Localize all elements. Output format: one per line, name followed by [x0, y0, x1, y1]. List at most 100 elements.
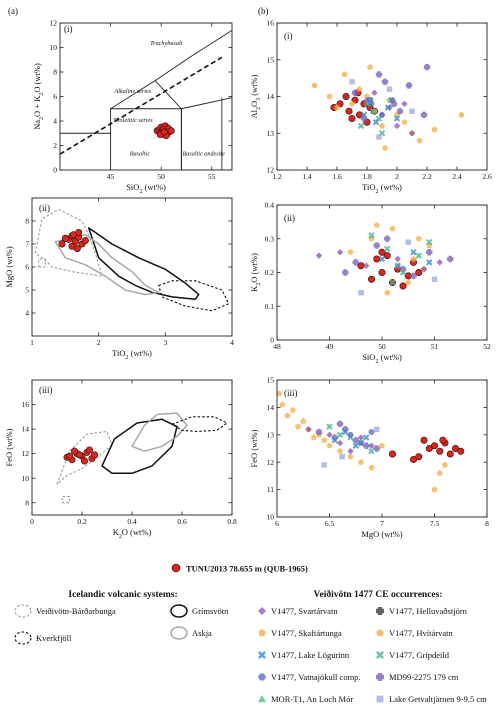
- data-point: [399, 282, 407, 290]
- x-tick-label: 1.6: [332, 172, 342, 181]
- figure-label-a: (a): [8, 6, 18, 16]
- data-point: [357, 434, 365, 441]
- plot-area: [34, 208, 230, 312]
- chart-a-iii: 0 0.2 0.4 0.6 0.8 8 10 12 14 16 K2O (wt%) FeO (wt%)…: [4, 379, 237, 540]
- field-askja-3: [131, 412, 188, 452]
- data-point: [396, 108, 404, 115]
- data-point: [363, 434, 370, 441]
- occurrence-label: V1477, Helluvaðstjörn: [389, 606, 468, 616]
- label-part: (wt%): [378, 352, 402, 362]
- data-point: [315, 252, 323, 259]
- x-axis-label: SiO2 (wt%): [362, 352, 402, 365]
- panel-label: (iii): [284, 388, 298, 398]
- y-tick-label: 4: [53, 117, 57, 126]
- label-part: 2: [139, 189, 142, 195]
- data-point: [326, 423, 333, 430]
- label-part: (wt%): [249, 74, 259, 98]
- data-point: [336, 439, 344, 447]
- x-tick-label: 6.5: [325, 519, 335, 528]
- x-tick-label: 1: [30, 338, 34, 347]
- occurrence-label: MOR-T1, An Loch Mór: [271, 694, 353, 704]
- data-point: [58, 240, 66, 248]
- y-axis-label: Na2O + K2O (wt%): [32, 63, 45, 130]
- system-label: Kverkfjöll: [36, 633, 72, 643]
- data-point: [415, 235, 422, 242]
- data-point: [372, 119, 380, 126]
- plot-frame: [59, 22, 233, 171]
- data-point: [336, 249, 344, 256]
- x-axis-label: TiO2 (wt%): [112, 348, 152, 361]
- data-point: [73, 245, 81, 253]
- data-point: [69, 231, 77, 239]
- data-point: [409, 108, 415, 114]
- data-point: [284, 412, 291, 419]
- data-point: [342, 93, 350, 101]
- panel-label: (ii): [284, 213, 295, 223]
- data-point: [399, 269, 407, 276]
- y-tick-label: 10: [50, 43, 58, 52]
- data-point: [352, 259, 359, 266]
- occurrence-marker: [258, 651, 266, 659]
- series-tunu2013-78-655-m-qub-1965-: [153, 122, 175, 140]
- data-point: [66, 452, 74, 460]
- x-tick-label: 4: [230, 338, 234, 347]
- data-point: [416, 137, 423, 144]
- field-vei-iv-tn-b-r-arbunga-1: [38, 258, 46, 268]
- plot-area: [56, 412, 228, 504]
- data-point: [389, 279, 396, 286]
- data-point: [415, 268, 423, 276]
- occurrence-label: V1477, Vatnajökull comp.: [271, 672, 361, 682]
- panel-label: (i): [284, 31, 293, 41]
- field-vei-iv-tn-b-r-arbunga-0: [56, 430, 113, 485]
- y-tick-label: 0: [53, 166, 57, 175]
- chart-b-iii: 6 6.5 7 7.5 8 10 11 12 13 14 15 MgO (wt%) FeO (wt%) (…: [249, 376, 489, 539]
- data-point: [383, 252, 391, 260]
- label-part: 2: [256, 107, 262, 110]
- data-point: [368, 429, 375, 435]
- y-tick-label: 0.3: [265, 234, 275, 243]
- y-tick-label: 6: [25, 263, 29, 272]
- series-v1477-svart-rvatn: [305, 426, 375, 455]
- x-tick-label: 51: [431, 342, 439, 351]
- data-point: [81, 237, 89, 245]
- data-point: [447, 255, 454, 263]
- data-point: [349, 100, 355, 107]
- data-point: [295, 423, 301, 430]
- data-point: [91, 451, 99, 459]
- tas-field-label-3: Basaltic: [130, 150, 151, 157]
- x-tick-label: 52: [483, 342, 491, 351]
- data-point: [347, 432, 354, 438]
- label-part: 3: [256, 98, 262, 101]
- plot-area: [311, 63, 465, 151]
- data-point: [431, 126, 438, 133]
- data-point: [305, 426, 312, 433]
- data-point: [357, 122, 365, 130]
- x-axis-label: K2O (wt%): [113, 527, 152, 540]
- y-axis-label: K2O (wt%): [249, 253, 262, 292]
- occurrence-marker: [258, 629, 266, 637]
- data-point: [368, 464, 375, 471]
- data-point: [61, 234, 69, 242]
- data-point: [81, 457, 89, 465]
- y-tick-label: 14: [22, 425, 30, 434]
- data-point: [378, 248, 386, 256]
- data-point: [389, 225, 396, 232]
- data-point: [373, 445, 380, 452]
- data-point: [326, 93, 333, 100]
- data-point: [368, 232, 375, 239]
- x-tick-label: 8: [485, 519, 489, 528]
- system-symbol: [170, 604, 188, 618]
- data-point: [442, 461, 448, 468]
- data-point: [351, 89, 359, 97]
- data-point: [436, 470, 443, 476]
- data-point: [315, 428, 323, 436]
- x-tick-label: 55: [208, 172, 216, 181]
- data-point: [378, 112, 386, 118]
- y-axis-label: MgO (wt%): [4, 246, 14, 287]
- x-tick-label: 50: [378, 342, 386, 351]
- series-v1477-lake-l-gurinn: [360, 96, 401, 126]
- series-v1477-svart-rvatn: [315, 249, 443, 273]
- x-tick-label: 2.4: [452, 172, 462, 181]
- occurrences-title: Veiðivötn 1477 CE occurrences:: [313, 589, 442, 600]
- occurrence-marker: [258, 673, 266, 681]
